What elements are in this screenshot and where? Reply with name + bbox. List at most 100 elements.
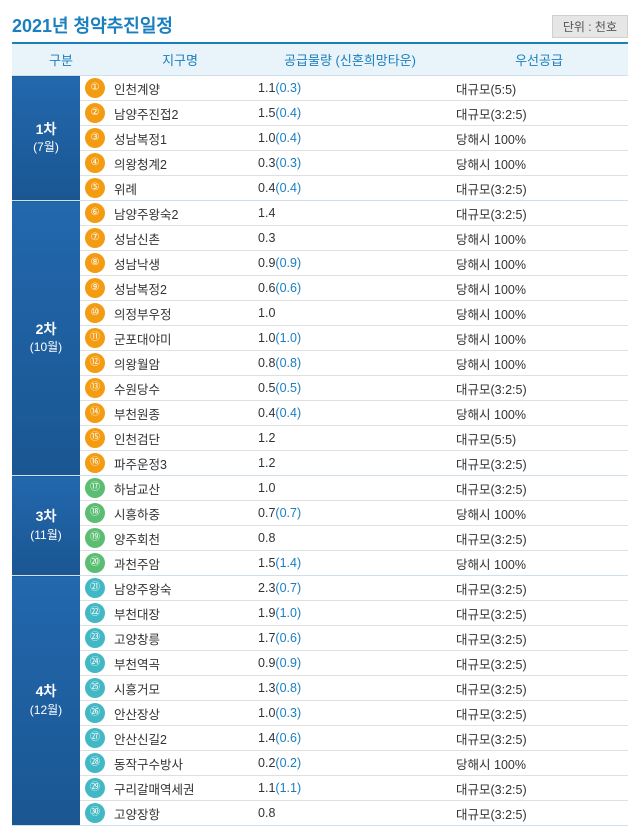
row-number-badge: ⑩ xyxy=(85,303,105,323)
badge-cell: ⑯ xyxy=(80,451,110,476)
badge-cell: ④ xyxy=(80,151,110,176)
supply-main: 0.9 xyxy=(258,256,275,270)
supply-main: 0.4 xyxy=(258,181,275,195)
badge-cell: ⑭ xyxy=(80,401,110,426)
supply-main: 0.3 xyxy=(258,156,275,170)
supply-main: 0.2 xyxy=(258,756,275,770)
table-row: ㉚고양장항0.8대규모(3:2:5) xyxy=(12,801,628,826)
priority-value: 대규모(3:2:5) xyxy=(450,601,628,626)
priority-value: 대규모(3:2:5) xyxy=(450,176,628,201)
badge-cell: ⑮ xyxy=(80,426,110,451)
supply-sub: (0.4) xyxy=(275,181,301,195)
supply-main: 1.0 xyxy=(258,131,275,145)
supply-main: 0.9 xyxy=(258,656,275,670)
priority-value: 당해시 100% xyxy=(450,326,628,351)
table-row: ⑳과천주암1.5(1.4)당해시 100% xyxy=(12,551,628,576)
row-number-badge: ㉕ xyxy=(85,678,105,698)
priority-value: 대규모(3:2:5) xyxy=(450,626,628,651)
table-row: 2차(10월)⑥남양주왕숙21.4대규모(3:2:5) xyxy=(12,201,628,226)
supply-sub: (0.7) xyxy=(275,581,301,595)
table-row: ⑧성남낙생0.9(0.9)당해시 100% xyxy=(12,251,628,276)
col-district: 지구명 xyxy=(110,43,250,76)
supply-value: 2.3(0.7) xyxy=(250,576,450,601)
district-name: 인천계양 xyxy=(110,76,250,101)
table-row: ②남양주진접21.5(0.4)대규모(3:2:5) xyxy=(12,101,628,126)
supply-value: 0.6(0.6) xyxy=(250,276,450,301)
priority-value: 대규모(3:2:5) xyxy=(450,801,628,826)
supply-main: 0.8 xyxy=(258,531,275,545)
priority-value: 대규모(3:2:5) xyxy=(450,101,628,126)
table-row: ⑲양주회천0.8대규모(3:2:5) xyxy=(12,526,628,551)
supply-value: 1.0(1.0) xyxy=(250,326,450,351)
table-row: ⑮인천검단1.2대규모(5:5) xyxy=(12,426,628,451)
district-name: 구리갈매역세권 xyxy=(110,776,250,801)
district-name: 성남낙생 xyxy=(110,251,250,276)
supply-main: 1.5 xyxy=(258,556,275,570)
badge-cell: ⑫ xyxy=(80,351,110,376)
supply-main: 0.6 xyxy=(258,281,275,295)
district-name: 성남복정2 xyxy=(110,276,250,301)
priority-value: 당해시 100% xyxy=(450,301,628,326)
row-number-badge: ㉗ xyxy=(85,728,105,748)
row-number-badge: ㉙ xyxy=(85,778,105,798)
table-row: ㉔부천역곡0.9(0.9)대규모(3:2:5) xyxy=(12,651,628,676)
district-name: 성남신촌 xyxy=(110,226,250,251)
priority-value: 당해시 100% xyxy=(450,251,628,276)
supply-main: 1.3 xyxy=(258,681,275,695)
priority-value: 대규모(3:2:5) xyxy=(450,576,628,601)
priority-value: 대규모(3:2:5) xyxy=(450,376,628,401)
phase-cell: 4차(12월) xyxy=(12,576,80,826)
district-name: 하남교산 xyxy=(110,476,250,501)
badge-cell: ③ xyxy=(80,126,110,151)
row-number-badge: ㉒ xyxy=(85,603,105,623)
row-number-badge: ⑮ xyxy=(85,428,105,448)
row-number-badge: ⑯ xyxy=(85,453,105,473)
priority-value: 당해시 100% xyxy=(450,276,628,301)
badge-cell: ① xyxy=(80,76,110,101)
table-row: ⑨성남복정20.6(0.6)당해시 100% xyxy=(12,276,628,301)
table-row: ⑦성남신촌0.3당해시 100% xyxy=(12,226,628,251)
district-name: 시흥하중 xyxy=(110,501,250,526)
table-row: ④의왕청계20.3(0.3)당해시 100% xyxy=(12,151,628,176)
supply-value: 1.2 xyxy=(250,426,450,451)
row-number-badge: ㉖ xyxy=(85,703,105,723)
supply-sub: (1.0) xyxy=(275,606,301,620)
row-number-badge: ⑦ xyxy=(85,228,105,248)
row-number-badge: ⑭ xyxy=(85,403,105,423)
supply-sub: (0.4) xyxy=(275,406,301,420)
phase-cell: 3차(11월) xyxy=(12,476,80,576)
schedule-table: 구분 지구명 공급물량 (신혼희망타운) 우선공급 1차(7월)①인천계양1.1… xyxy=(12,42,628,826)
row-number-badge: ⑰ xyxy=(85,478,105,498)
row-number-badge: ① xyxy=(85,78,105,98)
supply-sub: (0.2) xyxy=(275,756,301,770)
row-number-badge: ⑬ xyxy=(85,378,105,398)
supply-value: 1.3(0.8) xyxy=(250,676,450,701)
badge-cell: ㉑ xyxy=(80,576,110,601)
badge-cell: ⑤ xyxy=(80,176,110,201)
badge-cell: ㉙ xyxy=(80,776,110,801)
district-name: 의왕청계2 xyxy=(110,151,250,176)
supply-value: 1.9(1.0) xyxy=(250,601,450,626)
phase-month: (10월) xyxy=(12,339,80,356)
badge-cell: ⑧ xyxy=(80,251,110,276)
supply-value: 0.9(0.9) xyxy=(250,251,450,276)
phase-label: 2차 xyxy=(12,320,80,340)
badge-cell: ㉖ xyxy=(80,701,110,726)
priority-value: 당해시 100% xyxy=(450,126,628,151)
supply-main: 1.1 xyxy=(258,781,275,795)
supply-main: 0.7 xyxy=(258,506,275,520)
supply-main: 1.5 xyxy=(258,106,275,120)
row-number-badge: ③ xyxy=(85,128,105,148)
supply-main: 1.2 xyxy=(258,456,275,470)
priority-value: 당해시 100% xyxy=(450,226,628,251)
badge-cell: ㉒ xyxy=(80,601,110,626)
row-number-badge: ⑨ xyxy=(85,278,105,298)
priority-value: 대규모(3:2:5) xyxy=(450,201,628,226)
priority-value: 대규모(3:2:5) xyxy=(450,701,628,726)
col-priority: 우선공급 xyxy=(450,43,628,76)
district-name: 고양창릉 xyxy=(110,626,250,651)
district-name: 양주회천 xyxy=(110,526,250,551)
supply-sub: (0.3) xyxy=(275,706,301,720)
badge-cell: ⑪ xyxy=(80,326,110,351)
district-name: 동작구수방사 xyxy=(110,751,250,776)
